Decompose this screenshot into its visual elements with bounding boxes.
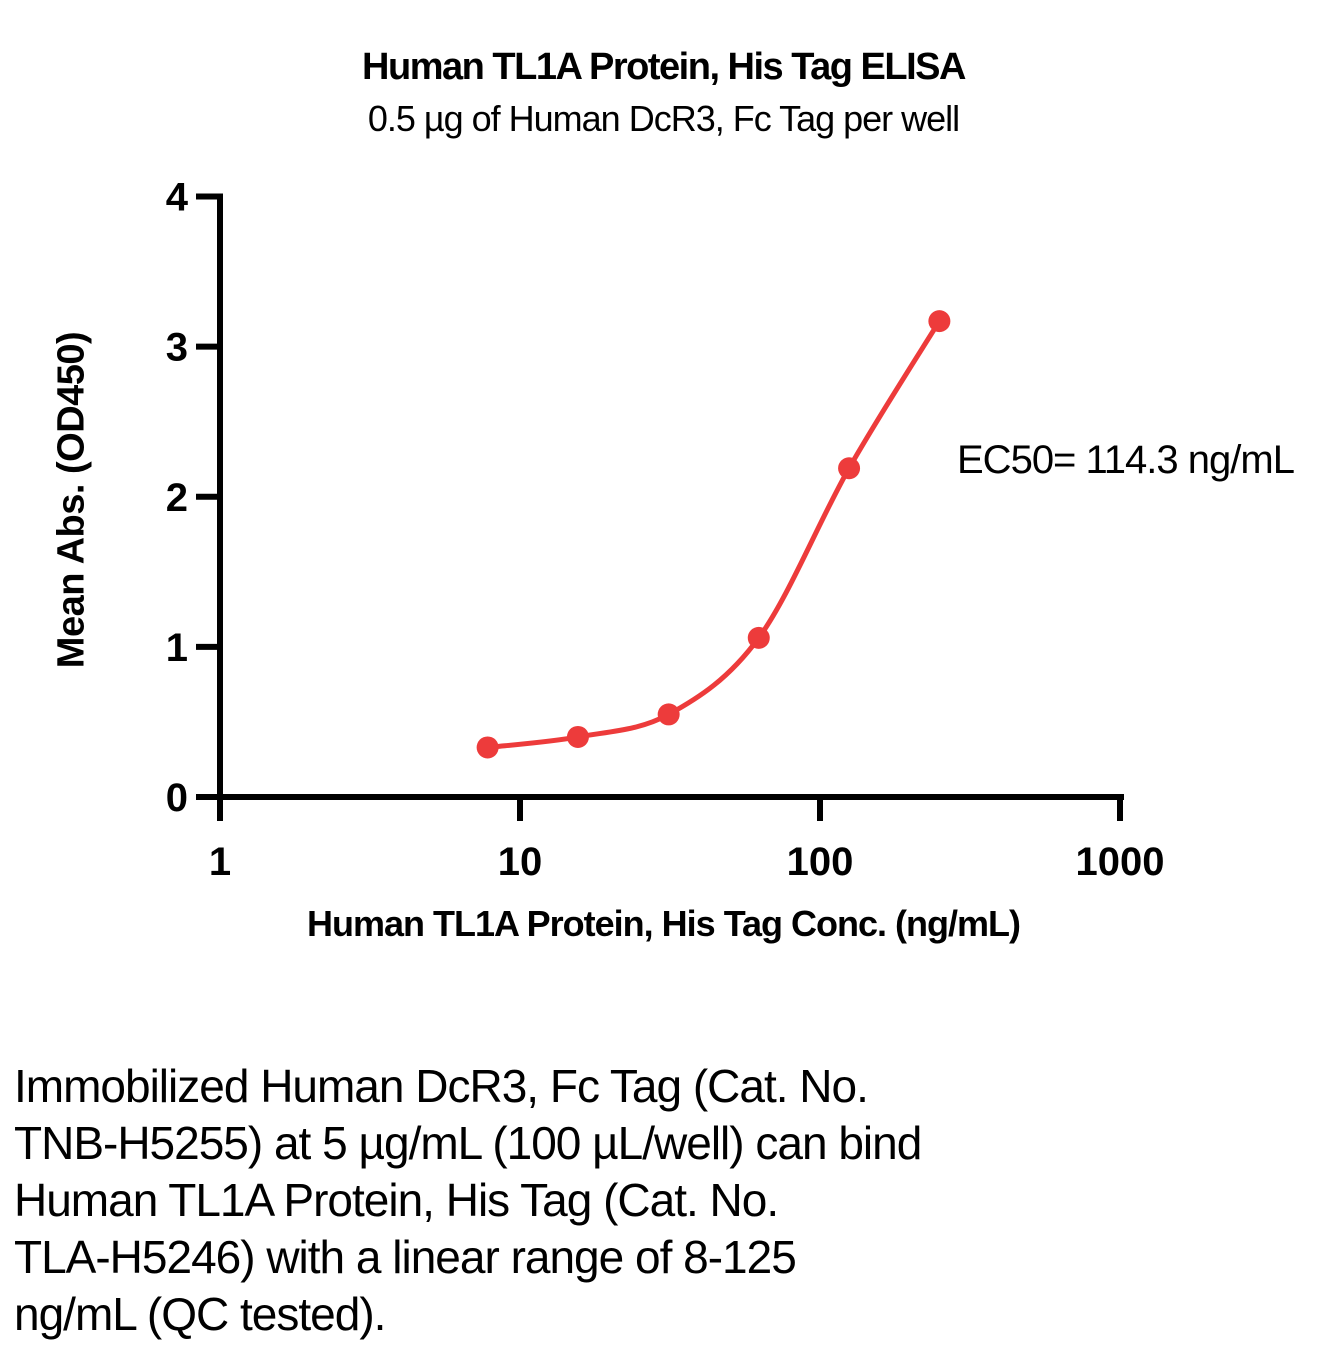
- dose-response-curve: [485, 318, 942, 750]
- y-tick-label: 0: [166, 776, 188, 820]
- y-tick-label: 2: [166, 476, 188, 520]
- data-point: [476, 736, 499, 759]
- data-point: [838, 457, 861, 480]
- x-tick-label: 10: [498, 840, 543, 884]
- chart-subtitle: 0.5 µg of Human DcR3, Fc Tag per well: [367, 98, 960, 139]
- x-tick-label: 100: [787, 840, 854, 884]
- caption-line: TNB-H5255) at 5 µg/mL (100 µL/well) can …: [14, 1117, 922, 1169]
- y-tick-label: 1: [166, 626, 188, 670]
- data-point: [928, 310, 951, 333]
- data-point: [566, 725, 589, 748]
- ec50-annotation: EC50= 114.3 ng/mL: [957, 438, 1295, 482]
- caption-line: Immobilized Human DcR3, Fc Tag (Cat. No.: [14, 1060, 869, 1112]
- y-tick-label: 3: [166, 326, 188, 370]
- y-tick-label: 4: [166, 176, 189, 220]
- data-point: [657, 703, 680, 726]
- x-tick-label: 1: [209, 840, 231, 884]
- chart-title: Human TL1A Protein, His Tag ELISA: [362, 46, 966, 88]
- y-axis-label: Mean Abs. (OD450): [50, 331, 93, 669]
- caption-line: Human TL1A Protein, His Tag (Cat. No.: [14, 1174, 779, 1226]
- figure-caption: Immobilized Human DcR3, Fc Tag (Cat. No.…: [14, 1058, 922, 1343]
- x-tick-label: 1000: [1076, 840, 1165, 884]
- caption-line: ng/mL (QC tested).: [14, 1288, 386, 1340]
- data-point: [747, 626, 770, 649]
- x-axis-label: Human TL1A Protein, His Tag Conc. (ng/mL…: [306, 903, 1021, 944]
- caption-line: TLA-H5246) with a linear range of 8-125: [14, 1231, 797, 1283]
